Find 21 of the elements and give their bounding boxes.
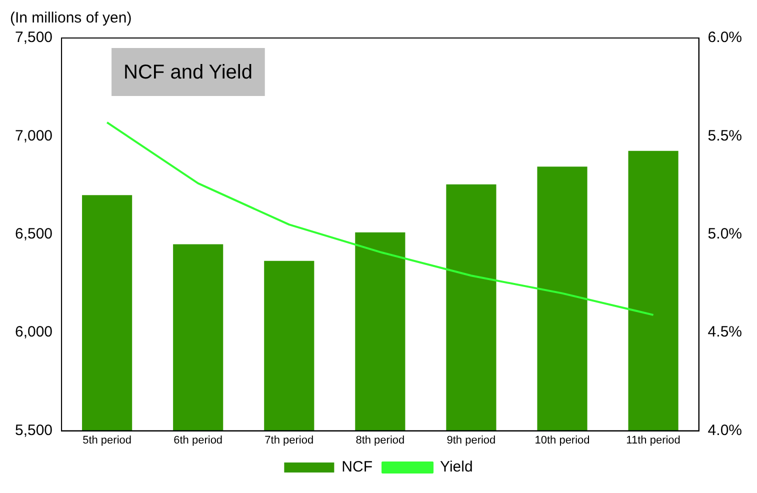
x-tick-label: 11th period <box>626 434 680 446</box>
y-tick-label: 6,000 <box>14 324 53 341</box>
y2-tick-label: 4.0% <box>708 422 742 439</box>
x-tick-label: 7th period <box>264 434 314 446</box>
legend-label: NCF <box>342 458 373 476</box>
y-tick-label: 7,500 <box>14 29 53 46</box>
x-tick-label: 8th period <box>356 434 405 446</box>
y2-tick-label: 5.0% <box>708 226 742 243</box>
y-tick-label: 6,500 <box>14 226 53 243</box>
y-tick-label: 7,000 <box>14 127 53 144</box>
y-axis-title: (In millions of yen) <box>10 10 132 27</box>
y2-tick-label: 5.5% <box>708 127 742 144</box>
x-tick-label: 9th period <box>446 434 496 446</box>
legend-label: Yield <box>440 458 473 476</box>
text: NCF and Yield <box>124 62 253 84</box>
x-tick-label: 5th period <box>82 434 132 446</box>
x-tick-label: 10th period <box>534 434 590 446</box>
y-tick-label: 5,500 <box>14 422 53 439</box>
y2-tick-label: 6.0% <box>708 29 742 46</box>
y2-tick-label: 4.5% <box>708 324 742 341</box>
x-tick-label: 6th period <box>174 434 223 446</box>
